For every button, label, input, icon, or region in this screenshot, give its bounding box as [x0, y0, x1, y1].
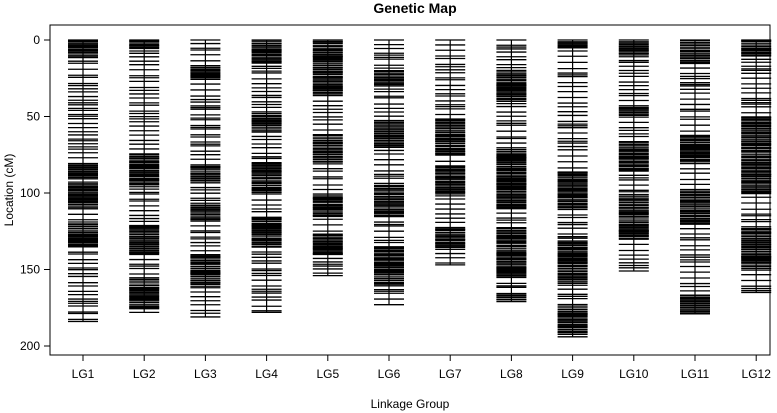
x-tick-label: LG9 — [561, 367, 584, 381]
x-tick-label: LG3 — [194, 367, 217, 381]
y-tick-label: 200 — [20, 339, 40, 353]
x-tick-label: LG8 — [500, 367, 523, 381]
linkage-group-lg1 — [68, 39, 98, 323]
y-tick-label: 100 — [20, 186, 40, 200]
x-axis: LG1 LG2 LG3 LG4 LG5 LG6 LG7 LG8 LG9 LG10 LG11 LG12 — [72, 355, 772, 381]
y-tick-label: 150 — [20, 263, 40, 277]
x-tick-label: LG6 — [378, 367, 401, 381]
x-tick-label: LG7 — [439, 367, 462, 381]
x-tick-label: LG5 — [316, 367, 339, 381]
linkage-group-lg4 — [251, 39, 282, 313]
linkage-group-lg6 — [374, 39, 404, 306]
linkage-group-lg8 — [496, 39, 527, 303]
y-axis: 0 50 100 150 200 — [20, 33, 51, 353]
linkage-group-lg12 — [741, 39, 772, 294]
linkage-group-lg2 — [129, 39, 160, 313]
y-tick-label: 50 — [27, 110, 41, 124]
x-axis-label: Linkage Group — [371, 397, 450, 411]
linkage-group-lg11 — [680, 39, 710, 315]
x-tick-label: LG12 — [742, 367, 772, 381]
linkage-group-lg7 — [435, 39, 466, 266]
linkage-group-lg3 — [190, 39, 221, 318]
linkage-group-lg9 — [557, 39, 588, 338]
x-tick-label: LG2 — [133, 367, 156, 381]
y-axis-label: Location (cM) — [2, 154, 16, 227]
x-tick-label: LG1 — [72, 367, 95, 381]
linkage-group-lg10 — [618, 39, 649, 272]
linkage-groups — [68, 39, 772, 338]
chart-title: Genetic Map — [373, 0, 456, 16]
x-tick-label: LG11 — [681, 367, 710, 381]
y-tick-label: 0 — [33, 33, 40, 47]
linkage-group-lg5 — [312, 39, 343, 277]
x-tick-label: LG4 — [255, 367, 278, 381]
x-tick-label: LG10 — [619, 367, 649, 381]
